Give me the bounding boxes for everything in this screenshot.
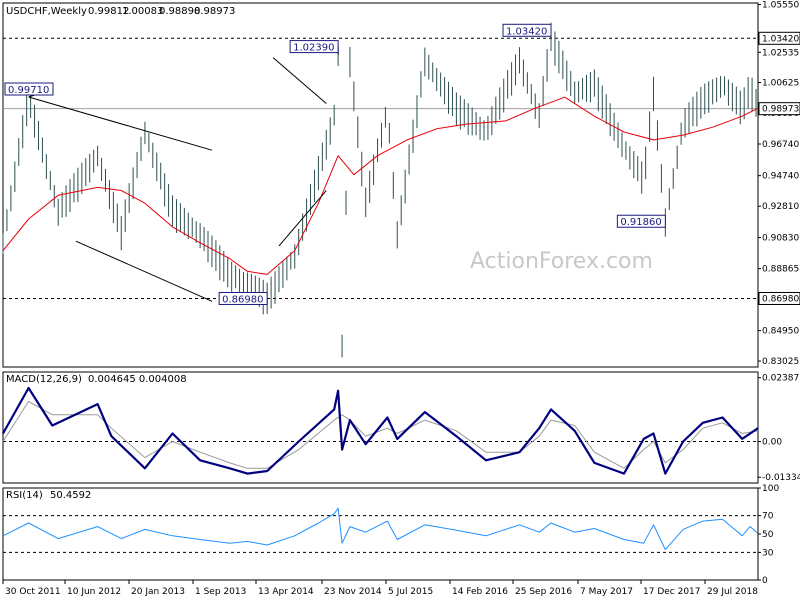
annotation-label-4: 0.91860 — [620, 217, 661, 228]
x-tick-label-0: 30 Oct 2011 — [5, 587, 61, 597]
rsi-y-tick-1: 70 — [762, 512, 774, 522]
x-tick-label-6: 5 Jul 2015 — [388, 587, 433, 597]
x-tick-label-2: 20 Jan 2013 — [131, 587, 185, 597]
macd-title: MACD(12,26,9) — [6, 374, 82, 385]
level-box-0 — [758, 31, 800, 45]
rsi-y-tick-3: 30 — [762, 548, 774, 558]
annotation-box-0 — [4, 82, 54, 96]
price-y-tick-2: 1.00625 — [762, 79, 799, 89]
price-y-tick-10: 0.84950 — [762, 327, 799, 337]
x-tick-label-10: 17 Dec 2017 — [643, 587, 701, 597]
price-bars — [2, 22, 757, 358]
trend-line-0 — [28, 96, 213, 151]
x-axis: 30 Oct 2011 10 Jun 2012 20 Jan 2013 1 Sep 2… — [2, 580, 758, 597]
macd-y-tick-2: -0.013346 — [762, 473, 800, 483]
annotation-label-3: 0.86980 — [222, 294, 263, 305]
level-label-0: 1.03420 — [762, 34, 799, 44]
x-tick-label-11: 29 Jul 2018 — [707, 587, 758, 597]
trend-line-1 — [75, 240, 213, 302]
x-tick-label-9: 7 May 2017 — [580, 587, 633, 597]
x-tick-label-5: 23 Nov 2014 — [324, 587, 382, 597]
price-ohlc-high: 1.00083 — [122, 6, 163, 17]
price-ohlc-low: 0.98898 — [159, 6, 200, 17]
macd-line — [2, 386, 759, 475]
price-y-tick-0: 1.05550 — [762, 1, 799, 11]
annotation-label-1: 1.02390 — [293, 43, 334, 54]
watermark: ActionForex.com — [470, 249, 653, 274]
annotation-box-1 — [289, 40, 339, 54]
price-ohlc-open: 0.99812 — [88, 6, 129, 17]
rsi-y-tick-4: 0 — [762, 576, 768, 586]
price-y-tick-5: 0.94740 — [762, 172, 799, 182]
moving-average-line — [2, 96, 759, 275]
price-title: USDCHF,Weekly — [6, 6, 87, 17]
macd-y-tick-0: 0.023873 — [762, 374, 800, 384]
macd-y-tick-1: 0.00 — [762, 438, 782, 448]
panel-frame-2 — [2, 487, 759, 581]
macd-signal-line — [2, 400, 759, 469]
price-y-tick-8: 0.88865 — [762, 265, 799, 275]
level-box-1 — [758, 291, 800, 305]
panel-frame-0 — [2, 2, 759, 368]
x-tick-label-3: 1 Sep 2013 — [195, 587, 246, 597]
current-price-box — [758, 102, 800, 116]
trend-line-3 — [278, 190, 327, 247]
trend-lines — [28, 57, 327, 302]
price-y-tick-1: 1.02535 — [762, 48, 799, 58]
x-tick-label-4: 13 Apr 2014 — [258, 587, 314, 597]
current-price-label: 0.98973 — [762, 105, 799, 115]
price-y-tick-6: 0.92810 — [762, 202, 799, 212]
panel-frame-1 — [2, 371, 759, 484]
annotation-label-0: 0.99710 — [8, 85, 49, 96]
rsi-y-tick-2: 50 — [762, 530, 774, 540]
annotation-box-3 — [218, 291, 268, 305]
price-ohlc-close: 0.98973 — [194, 6, 235, 17]
rsi-line — [2, 507, 759, 551]
price-y-tick-11: 0.83025 — [762, 357, 799, 367]
macd-values: 0.004645 0.004008 — [88, 374, 187, 385]
x-tick-label-1: 10 Jun 2012 — [67, 587, 121, 597]
annotation-label-2: 1.03420 — [506, 26, 547, 37]
annotation-box-4 — [616, 214, 666, 228]
price-y-tick-4: 0.96740 — [762, 140, 799, 150]
level-label-1: 0.86980 — [762, 294, 799, 304]
rsi-values: 50.4592 — [50, 490, 91, 501]
rsi-title: RSI(14) — [6, 490, 43, 501]
x-tick-label-7: 14 Feb 2016 — [452, 587, 508, 597]
price-y-tick-7: 0.90830 — [762, 234, 799, 244]
x-tick-label-8: 25 Sep 2016 — [515, 587, 572, 597]
rsi-y-tick-0: 100 — [762, 484, 779, 494]
annotation-box-2 — [502, 23, 552, 37]
trend-line-2 — [272, 57, 327, 104]
